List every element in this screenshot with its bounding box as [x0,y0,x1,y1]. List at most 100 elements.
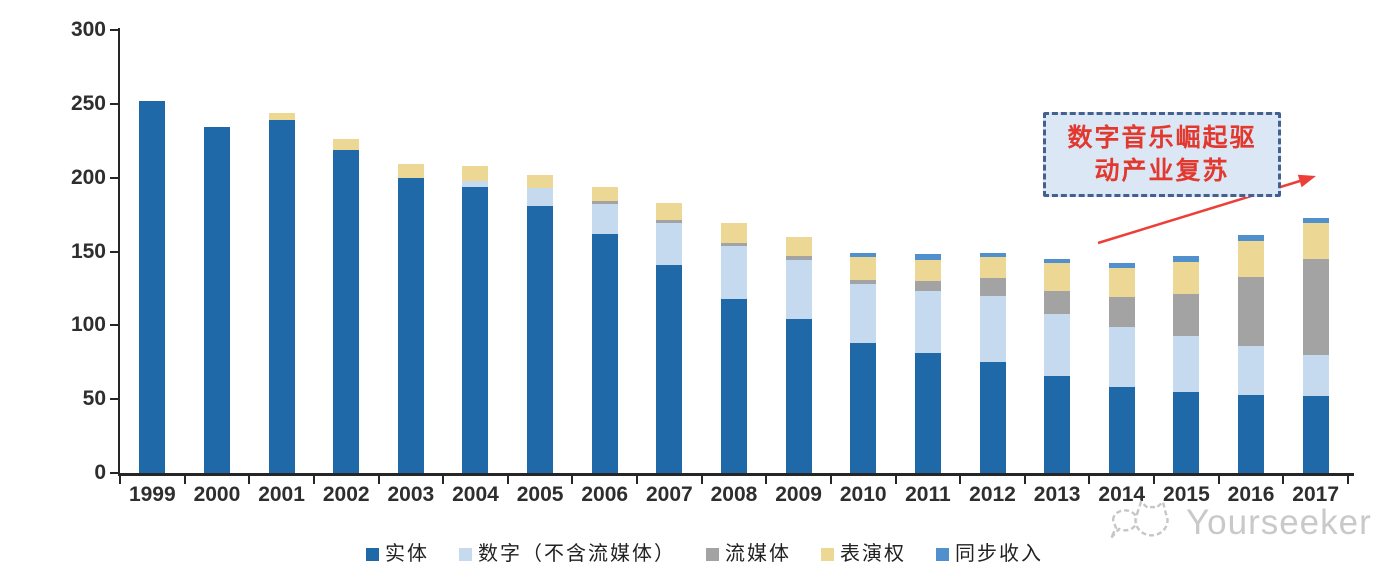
legend-swatch-icon [459,547,472,561]
bar-segment-2016 [1238,346,1265,395]
bar-segment-2013 [1044,263,1071,292]
x-tick-label: 2009 [775,483,822,506]
bar-segment-2005 [527,188,554,206]
bar-segment-2017 [1302,258,1329,355]
y-tick [110,29,118,31]
bar-segment-2006 [591,233,618,473]
bar-segment-2013 [1044,291,1071,314]
bar-segment-2016 [1238,235,1265,242]
bar-segment-2014 [1108,387,1135,473]
bar-segment-2017 [1302,217,1329,224]
bar-segment-2000 [203,127,230,473]
bar-segment-2016 [1238,241,1265,277]
bar-segment-2009 [785,319,812,473]
legend-item: 流媒体 [706,542,791,566]
bar-segment-2009 [785,255,812,261]
bar-segment-2003 [397,177,424,473]
bar-segment-2002 [333,149,360,473]
bar-segment-2001 [268,112,295,121]
bar-segment-2004 [462,165,489,181]
bar-segment-2007 [656,202,683,221]
bar-segment-2017 [1302,354,1329,397]
bar-segment-2012 [979,252,1006,258]
x-tick-label: 2011 [905,483,951,506]
bar-segment-2015 [1173,261,1200,295]
x-tick [894,476,897,484]
bar-segment-2007 [656,264,683,473]
x-tick [700,476,703,484]
x-tick-label: 2008 [710,483,758,506]
legend-item: 同步收入 [936,542,1043,566]
x-tick [1346,476,1349,484]
bar-segment-2010 [850,283,877,344]
x-tick-label: 2015 [1163,483,1210,506]
x-tick [119,476,121,484]
x-tick [442,476,445,484]
x-tick [1088,476,1091,484]
x-tick [765,476,768,484]
bar-segment-2014 [1108,326,1135,388]
y-tick [110,250,118,253]
bar-segment-2010 [850,252,877,258]
x-tick-label: 2003 [387,483,435,506]
annotation-callout-box: 数字音乐崛起驱 动产业复苏 [1043,112,1281,197]
x-tick-label: 2016 [1227,483,1275,506]
x-tick [1217,476,1220,484]
bar-segment-2011 [914,353,941,473]
y-tick [110,398,118,401]
legend-item: 表演权 [821,542,906,566]
x-tick [1153,476,1156,484]
legend-swatch-icon [366,547,379,561]
bar-segment-2008 [720,223,747,243]
bar-segment-2017 [1302,223,1329,259]
y-axis-line [118,28,120,476]
bar-segment-2015 [1173,391,1200,473]
legend-label: 流媒体 [725,543,791,565]
x-tick-label: 2005 [516,483,564,506]
bar-segment-2011 [914,254,941,261]
bar-segment-2005 [527,174,554,188]
watermark-text: Yourseeker [1186,503,1372,542]
y-tick-label: 50 [82,387,106,411]
bar-segment-2011 [914,260,941,282]
bar-segment-1999 [139,100,166,473]
x-tick-label: 2012 [969,483,1016,506]
x-tick-label: 2006 [581,483,629,506]
bar-segment-2011 [914,291,941,354]
bar-segment-2014 [1108,297,1135,327]
bar-segment-2015 [1173,255,1200,262]
y-tick [110,176,118,179]
legend-label: 同步收入 [955,543,1043,565]
bar-segment-2010 [850,343,877,473]
bar-segment-2012 [979,362,1006,473]
bar-segment-2015 [1173,294,1200,336]
x-tick-label: 2013 [1033,483,1081,506]
x-axis-line [118,473,1354,476]
legend-swatch-icon [936,547,949,561]
x-tick [248,476,251,484]
bar-segment-2015 [1173,335,1200,392]
legend-item: 实体 [366,542,429,566]
bar-segment-2013 [1044,258,1071,264]
bar-segment-2004 [462,186,489,473]
x-tick [183,476,186,484]
bar-segment-2013 [1044,313,1071,376]
x-tick [377,476,380,484]
bar-segment-2010 [850,279,877,284]
legend-label: 数字（不含流媒体） [478,543,676,565]
y-tick [110,472,118,474]
bar-segment-2010 [850,257,877,280]
x-tick [1282,476,1285,484]
bar-segment-2005 [527,205,554,473]
bar-segment-2008 [720,245,747,299]
bar-segment-2017 [1302,396,1329,473]
x-tick-label: 1999 [128,483,176,506]
y-tick-label: 200 [70,165,106,189]
x-tick-label: 2001 [258,483,305,506]
x-tick [571,476,574,484]
x-tick-label: 2002 [322,483,370,506]
y-tick-label: 150 [70,239,106,263]
x-tick-label: 2014 [1098,483,1146,506]
x-tick [636,476,639,484]
